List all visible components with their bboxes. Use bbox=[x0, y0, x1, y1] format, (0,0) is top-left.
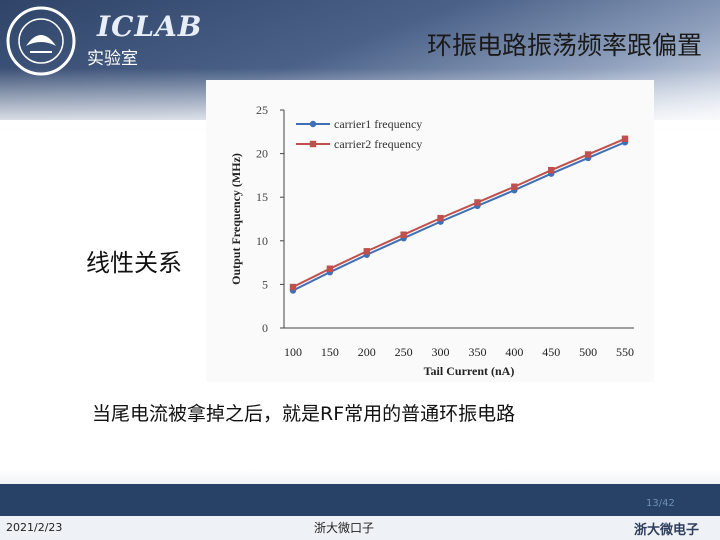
y-tick-label: 0 bbox=[262, 321, 268, 335]
y-axis-label: Output Frequency (MHz) bbox=[229, 153, 243, 285]
x-tick-label: 550 bbox=[616, 345, 634, 359]
x-tick-label: 500 bbox=[579, 345, 597, 359]
footer-band bbox=[0, 484, 720, 516]
series-2-point bbox=[511, 183, 518, 190]
legend-label-2: carrier2 frequency bbox=[334, 137, 422, 151]
x-tick-label: 400 bbox=[505, 345, 523, 359]
x-tick-label: 450 bbox=[542, 345, 560, 359]
y-tick-label: 5 bbox=[262, 277, 268, 291]
footer-center-text: 浙大微口子 bbox=[314, 521, 375, 535]
series-2-point bbox=[326, 265, 334, 272]
x-tick-label: 300 bbox=[432, 345, 450, 359]
logo-text: ICLAB bbox=[97, 10, 203, 43]
legend-label-1: carrier1 frequency bbox=[334, 117, 422, 131]
series-2-point bbox=[548, 166, 555, 174]
y-tick-label: 25 bbox=[256, 103, 268, 117]
x-tick-label: 100 bbox=[284, 345, 302, 359]
series-line-1 bbox=[292, 141, 626, 292]
page-number: 13/42 bbox=[646, 498, 675, 509]
legend-marker-2 bbox=[309, 140, 317, 148]
series-2-point bbox=[621, 135, 629, 142]
chart-frame: 0 5 10 15 20 25 100 150 200 250 300 350 400 450 500 550… bbox=[206, 80, 654, 382]
series-2-point bbox=[474, 199, 481, 206]
logo-subtitle: 实验室 bbox=[87, 49, 138, 69]
series-2-point bbox=[437, 214, 444, 222]
frequency-chart: 0 5 10 15 20 25 100 150 200 250 300 350 400 450 500 550… bbox=[229, 103, 634, 378]
series-2-point bbox=[363, 248, 370, 255]
legend-marker-1 bbox=[309, 120, 317, 128]
x-tick-label: 150 bbox=[321, 345, 339, 359]
linear-relation-label: 线性关系 bbox=[86, 249, 182, 277]
corner-logo: 浙大微电子 bbox=[634, 523, 700, 538]
series-2-point bbox=[400, 231, 407, 238]
x-tick-label: 250 bbox=[395, 345, 413, 359]
y-tick-label: 15 bbox=[256, 190, 268, 204]
y-tick-label: 20 bbox=[256, 147, 268, 161]
university-seal-icon bbox=[6, 6, 76, 76]
slide-title: 环振电路振荡频率跟偏置 bbox=[426, 31, 702, 60]
x-tick-label: 200 bbox=[358, 345, 376, 359]
footer-date: 2021/2/23 bbox=[6, 521, 63, 534]
caption: 当尾电流被拿掉之后，就是RF常用的普通环振电路 bbox=[92, 403, 516, 425]
series-line-2 bbox=[292, 137, 626, 288]
series-2-point bbox=[584, 151, 592, 158]
y-tick-label: 10 bbox=[256, 234, 268, 248]
x-tick-label: 350 bbox=[468, 345, 486, 359]
x-axis-label: Tail Current (nA) bbox=[424, 364, 515, 378]
series-2-point bbox=[289, 283, 297, 291]
